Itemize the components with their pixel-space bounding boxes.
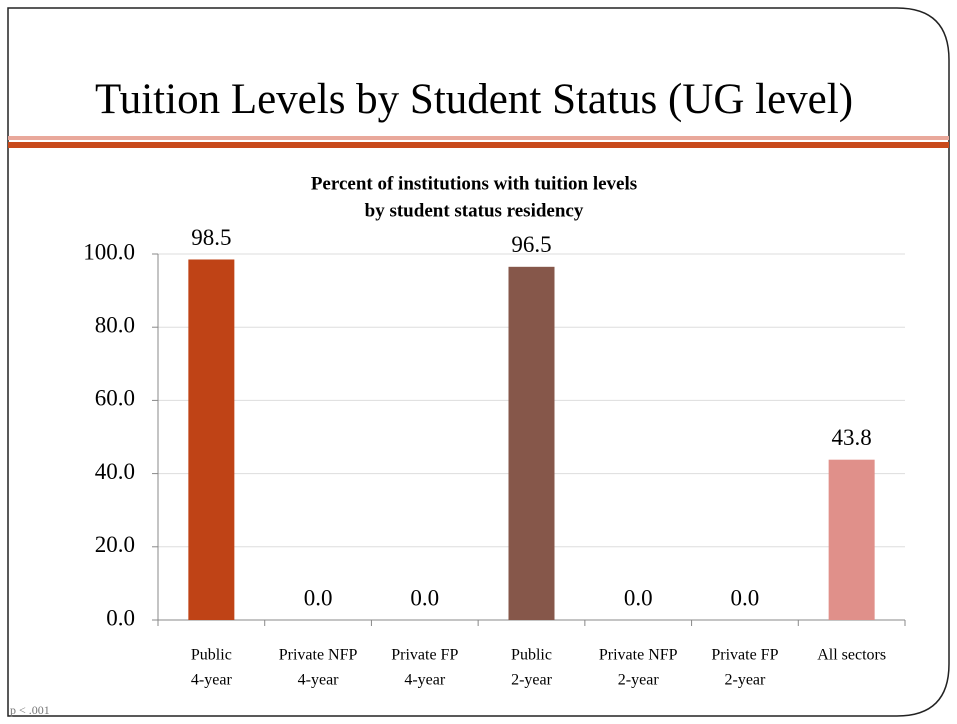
x-tick-label: Public	[511, 647, 552, 664]
x-tick-label: Private NFP	[279, 647, 358, 664]
x-tick-label: Private FP	[711, 647, 778, 664]
footnote: p < .001	[10, 703, 50, 717]
data-label: 98.5	[191, 225, 231, 250]
x-tick-label: All sectors	[817, 647, 886, 664]
y-tick-label: 80.0	[95, 312, 135, 337]
bar	[508, 266, 555, 620]
title-rule-thick	[8, 142, 949, 148]
x-tick-label: 4-year	[298, 672, 340, 689]
x-tick-label: 2-year	[724, 672, 766, 689]
x-tick-label: Private NFP	[599, 647, 678, 664]
x-tick-label: 2-year	[511, 672, 553, 689]
y-tick-label: 40.0	[95, 459, 135, 484]
data-label: 0.0	[731, 585, 760, 610]
data-label: 43.8	[832, 425, 872, 450]
bar	[828, 459, 875, 620]
x-tick-label: 4-year	[191, 672, 233, 689]
data-label: 0.0	[304, 585, 333, 610]
title-rule-thin	[8, 136, 949, 140]
y-tick-label: 100.0	[83, 239, 135, 264]
y-tick-label: 0.0	[106, 605, 135, 630]
chart-title: by student status residency	[365, 200, 584, 221]
y-tick-label: 60.0	[95, 386, 135, 411]
x-tick-label: 2-year	[618, 672, 660, 689]
x-tick-label: Public	[191, 647, 232, 664]
x-tick-label: 4-year	[404, 672, 446, 689]
x-tick-label: Private FP	[391, 647, 458, 664]
data-label: 0.0	[410, 585, 439, 610]
slide-title: Tuition Levels by Student Status (UG lev…	[95, 76, 853, 123]
y-tick-label: 20.0	[95, 532, 135, 557]
data-label: 96.5	[511, 232, 551, 257]
chart-title: Percent of institutions with tuition lev…	[311, 173, 637, 194]
slide-frame	[7, 7, 950, 717]
bar	[188, 259, 235, 620]
data-label: 0.0	[624, 585, 653, 610]
